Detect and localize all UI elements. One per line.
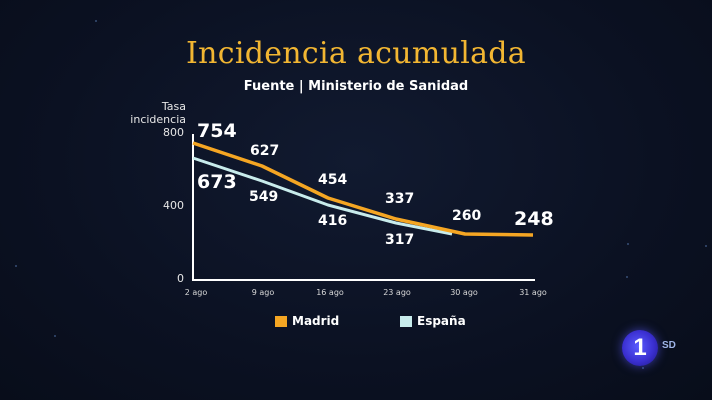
- background-dot: [15, 265, 17, 267]
- x-tick-16-ago: 16 ago: [316, 288, 344, 297]
- espana-value-16-ago: 416: [318, 213, 348, 229]
- background-dot: [626, 276, 628, 278]
- background-dot: [705, 245, 707, 247]
- madrid-value-2-ago: 754: [197, 120, 237, 142]
- background-dot: [95, 20, 97, 22]
- madrid-value-9-ago: 627: [250, 143, 280, 159]
- espana-swatch-icon: [400, 315, 412, 327]
- x-tick-30-ago: 30 ago: [450, 288, 478, 297]
- y-tick-400: 400: [163, 199, 184, 212]
- y-axis-label: Tasa incidencia: [130, 100, 186, 126]
- madrid-value-16-ago: 454: [318, 172, 348, 188]
- chart-source: Fuente | Ministerio de Sanidad: [243, 79, 469, 94]
- legend-madrid: Madrid: [275, 314, 339, 328]
- x-tick-31-ago: 31 ago: [519, 288, 547, 297]
- x-tick-9-ago: 9 ago: [251, 288, 275, 297]
- background-dot: [642, 367, 644, 369]
- espana-value-9-ago: 549: [249, 189, 279, 205]
- x-tick-2-ago: 2 ago: [184, 288, 208, 297]
- background-dot: [54, 335, 56, 337]
- legend-espana-label: España: [417, 314, 466, 328]
- madrid-swatch-icon: [275, 315, 287, 327]
- espana-value-23-ago: 317: [385, 232, 415, 248]
- y-axis-label-line1: Tasa: [161, 100, 186, 113]
- x-tick-23-ago: 23 ago: [383, 288, 411, 297]
- chart-title: Incidencia acumulada: [185, 36, 526, 71]
- y-tick-0: 0: [177, 272, 184, 285]
- legend-espana: España: [400, 314, 466, 328]
- legend-madrid-label: Madrid: [292, 314, 340, 328]
- madrid-value-30-ago: 260: [452, 208, 482, 224]
- madrid-value-31-ago: 248: [514, 208, 554, 230]
- y-tick-800: 800: [163, 126, 184, 139]
- madrid-value-23-ago: 337: [385, 191, 415, 207]
- espana-value-2-ago: 673: [197, 171, 237, 193]
- sd-badge: SD: [662, 340, 676, 351]
- series-madrid-line: [192, 141, 534, 237]
- tve1-logo-icon: 1: [622, 330, 658, 366]
- y-axis-label-line2: incidencia: [130, 113, 186, 126]
- background-dot: [627, 243, 629, 245]
- series-espana-line: [192, 156, 453, 236]
